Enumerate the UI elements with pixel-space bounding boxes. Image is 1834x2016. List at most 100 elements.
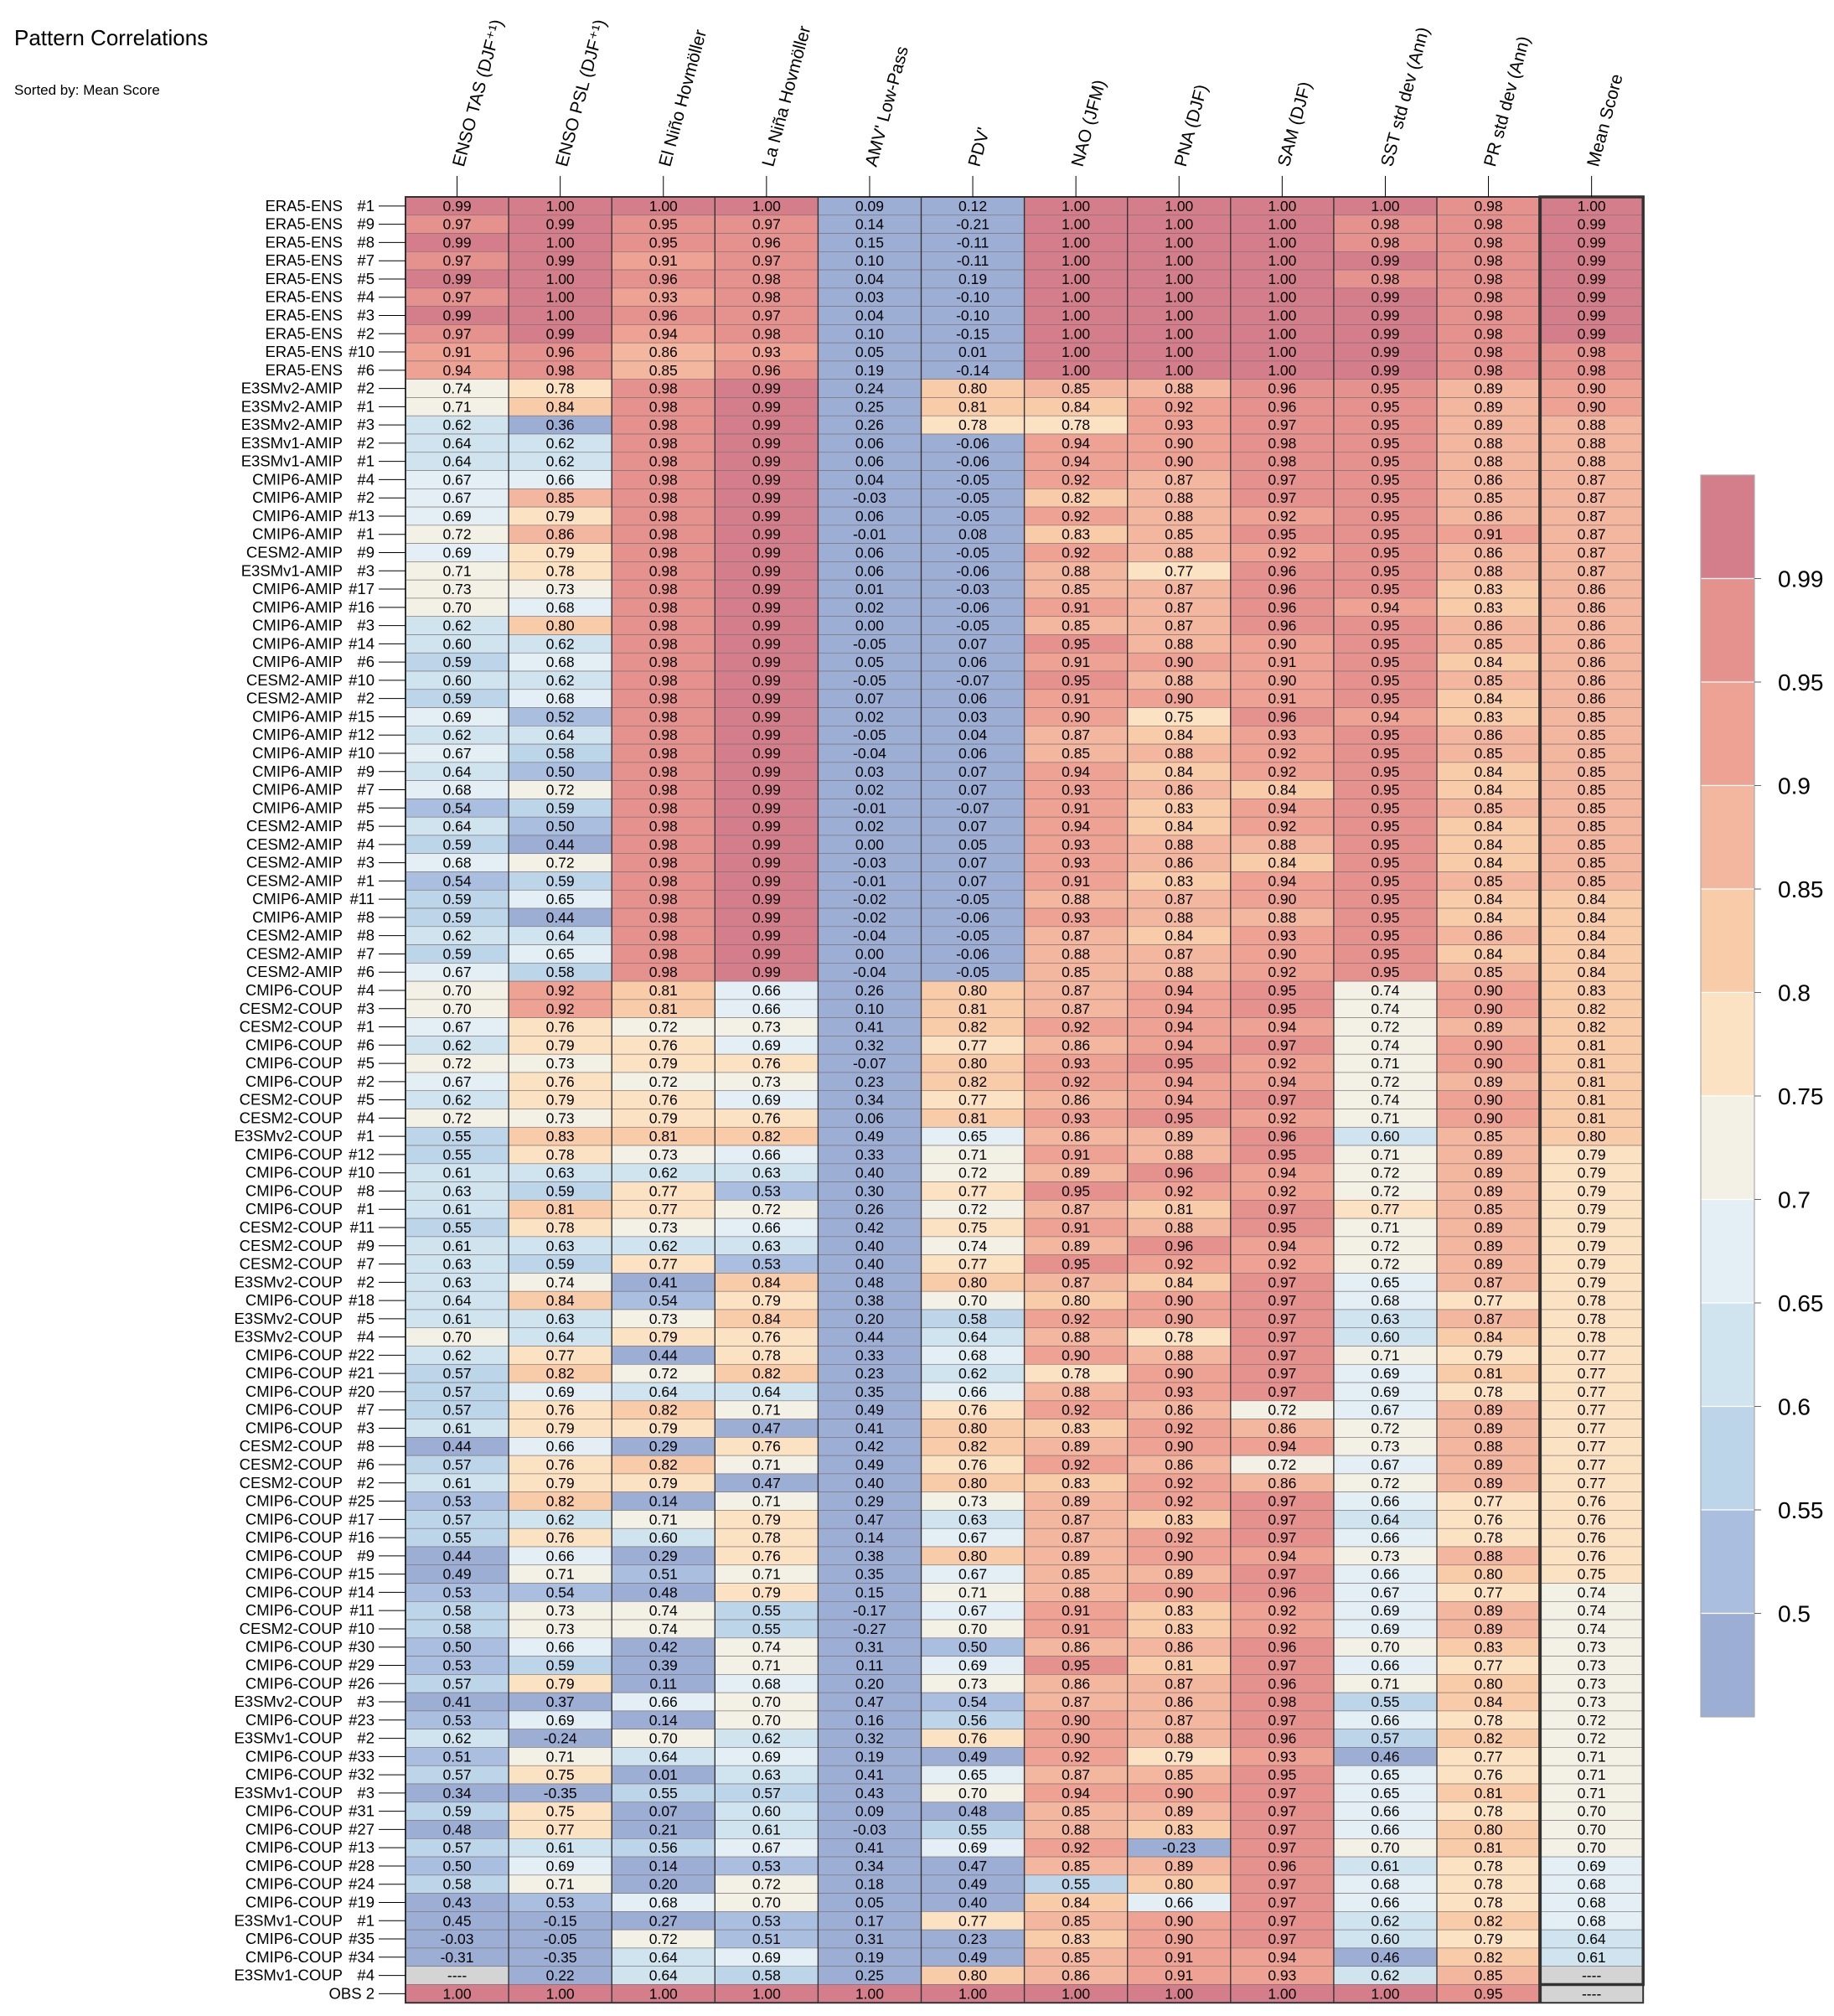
cell-value-label: 0.78 xyxy=(1578,1329,1606,1346)
cell-value-label: -0.05 xyxy=(956,618,989,634)
cell-value-label: 0.66 xyxy=(1371,1566,1399,1583)
cell-value-label: 0.62 xyxy=(546,453,575,470)
cell-value-label: 0.95 xyxy=(1371,471,1399,488)
cell-value-label: 0.68 xyxy=(649,1894,678,1910)
cell-value-label: -0.03 xyxy=(441,1931,474,1947)
cell-value-label: 0.50 xyxy=(958,1639,987,1656)
row-label-model: CMIP6-COUP xyxy=(245,1838,343,1856)
cell-value-label: 0.88 xyxy=(1268,836,1296,853)
cell-value-label: -0.04 xyxy=(853,964,886,980)
cell-value-label: 0.96 xyxy=(649,271,678,287)
cell-value-label: 0.57 xyxy=(752,1785,781,1801)
cell-value-label: 0.79 xyxy=(546,1419,575,1436)
cell-value-label: 0.85 xyxy=(1578,782,1606,799)
row-label-model: CMIP6-COUP xyxy=(245,1145,343,1163)
row-label-model: CESM2-AMIP xyxy=(246,927,343,944)
row-label-member: #25 xyxy=(349,1492,375,1510)
cell-value-label: 0.85 xyxy=(1475,1128,1503,1145)
cell-value-label: 0.64 xyxy=(546,726,575,743)
cell-value-label: 0.67 xyxy=(752,1839,781,1856)
cell-value-label: 0.47 xyxy=(855,1693,884,1710)
cell-value-label: 0.63 xyxy=(752,1165,781,1181)
colorbar: 0.99 0.95 0.9 0.85 0.8 0.75 0.7 0.65 0.6 0.55 0.5 xyxy=(1700,474,1824,1718)
cell-value-label: 0.78 xyxy=(1475,1712,1503,1729)
cell-value-label: 0.61 xyxy=(443,1475,472,1491)
cell-value-label: 0.95 xyxy=(1371,964,1399,980)
cell-value-label: -0.07 xyxy=(956,799,989,816)
cell-value-label: 0.72 xyxy=(1578,1712,1606,1729)
row-label-member: #7 xyxy=(357,251,375,269)
cell-value-label: 0.68 xyxy=(752,1675,781,1692)
cell-value-label: 0.57 xyxy=(1371,1730,1399,1747)
cell-value-label: 0.90 xyxy=(1578,398,1606,415)
cell-value-label: -0.03 xyxy=(853,855,886,871)
cell-value-label: 0.97 xyxy=(1268,1876,1296,1893)
row-label-member: #33 xyxy=(349,1747,375,1765)
cell-value-label: 0.84 xyxy=(1165,928,1193,944)
cell-value-label: 0.73 xyxy=(958,1675,987,1692)
cell-value-label: 0.90 xyxy=(1165,435,1193,452)
cell-value-label: 0.40 xyxy=(855,1165,884,1181)
cell-value-label: 1.00 xyxy=(1165,252,1193,269)
row-label-model: CESM2-AMIP xyxy=(246,963,343,980)
cell-value-label: 0.71 xyxy=(1371,1055,1399,1072)
cell-value-label: -0.05 xyxy=(544,1931,577,1947)
cell-value-label: 0.65 xyxy=(958,1128,987,1145)
row-label-member: #20 xyxy=(349,1383,375,1400)
cell-value-label: 0.20 xyxy=(855,1675,884,1692)
cell-value-label: 0.52 xyxy=(546,708,575,725)
cell-value-label: 0.01 xyxy=(649,1766,678,1783)
cell-value-label: 0.23 xyxy=(855,1365,884,1382)
cell-value-label: -0.05 xyxy=(956,471,989,488)
cell-value-label: 0.77 xyxy=(1475,1748,1503,1765)
cell-value-label: 0.84 xyxy=(1475,818,1503,835)
cell-value-label: 1.00 xyxy=(1165,308,1193,324)
cell-value-label: 0.51 xyxy=(752,1931,781,1947)
row-label-member: #9 xyxy=(357,544,375,561)
row-label-member: #1 xyxy=(357,1911,375,1929)
row-label-member: #3 xyxy=(357,617,375,634)
cell-value-label: 0.98 xyxy=(649,928,678,944)
cell-value-label: 0.92 xyxy=(1062,545,1090,561)
cell-value-label: -0.05 xyxy=(956,545,989,561)
cell-value-label: 0.71 xyxy=(752,1456,781,1473)
cell-value-label: 0.90 xyxy=(1165,1548,1193,1564)
cell-value-label: 0.98 xyxy=(1475,271,1503,287)
cell-value-label: 0.53 xyxy=(752,1858,781,1874)
cell-value-label: 1.00 xyxy=(546,271,575,287)
cell-value-label: 0.87 xyxy=(1165,945,1193,962)
cell-value-label: 0.79 xyxy=(649,1419,678,1436)
cell-value-label: 0.89 xyxy=(1475,1621,1503,1637)
cell-value-label: 0.98 xyxy=(1371,271,1399,287)
cell-value-label: 0.98 xyxy=(1268,453,1296,470)
cell-value-label: 0.96 xyxy=(1268,1639,1296,1656)
cell-value-label: 0.48 xyxy=(855,1274,884,1290)
cell-value-label: 0.99 xyxy=(1371,344,1399,360)
cell-value-label: 0.83 xyxy=(1165,872,1193,889)
cell-value-label: 0.53 xyxy=(752,1912,781,1929)
cell-value-label: 0.95 xyxy=(1062,672,1090,689)
cell-value-label: 1.00 xyxy=(1578,198,1606,215)
cell-value-label: 0.98 xyxy=(1371,216,1399,233)
cell-value-label: -0.06 xyxy=(956,453,989,470)
column-header-label: PDV' xyxy=(965,126,994,169)
cell-value-label: 0.89 xyxy=(1475,1182,1503,1199)
row-label-member: #10 xyxy=(349,744,375,762)
row-label-model: CMIP6-AMIP xyxy=(252,707,343,725)
cell-value-label: 0.93 xyxy=(752,344,781,360)
cell-value-label: 0.03 xyxy=(855,763,884,780)
cell-value-label: 0.80 xyxy=(958,1055,987,1072)
cell-value-label: 0.88 xyxy=(1062,1383,1090,1400)
cell-value-label: 0.76 xyxy=(752,1438,781,1455)
cell-value-label: 0.91 xyxy=(1062,799,1090,816)
cell-value-label: 0.94 xyxy=(1165,1019,1193,1036)
cell-value-label: 0.49 xyxy=(855,1456,884,1473)
cell-value-label: 0.92 xyxy=(1165,398,1193,415)
cell-value-label: 0.99 xyxy=(1371,308,1399,324)
cell-value-label: 0.88 xyxy=(1062,1584,1090,1600)
cell-value-label: 0.66 xyxy=(1165,1894,1193,1910)
cell-value-label: 0.90 xyxy=(1165,453,1193,470)
cell-value-label: 0.40 xyxy=(958,1894,987,1910)
cell-value-label: 0.77 xyxy=(1371,1201,1399,1217)
